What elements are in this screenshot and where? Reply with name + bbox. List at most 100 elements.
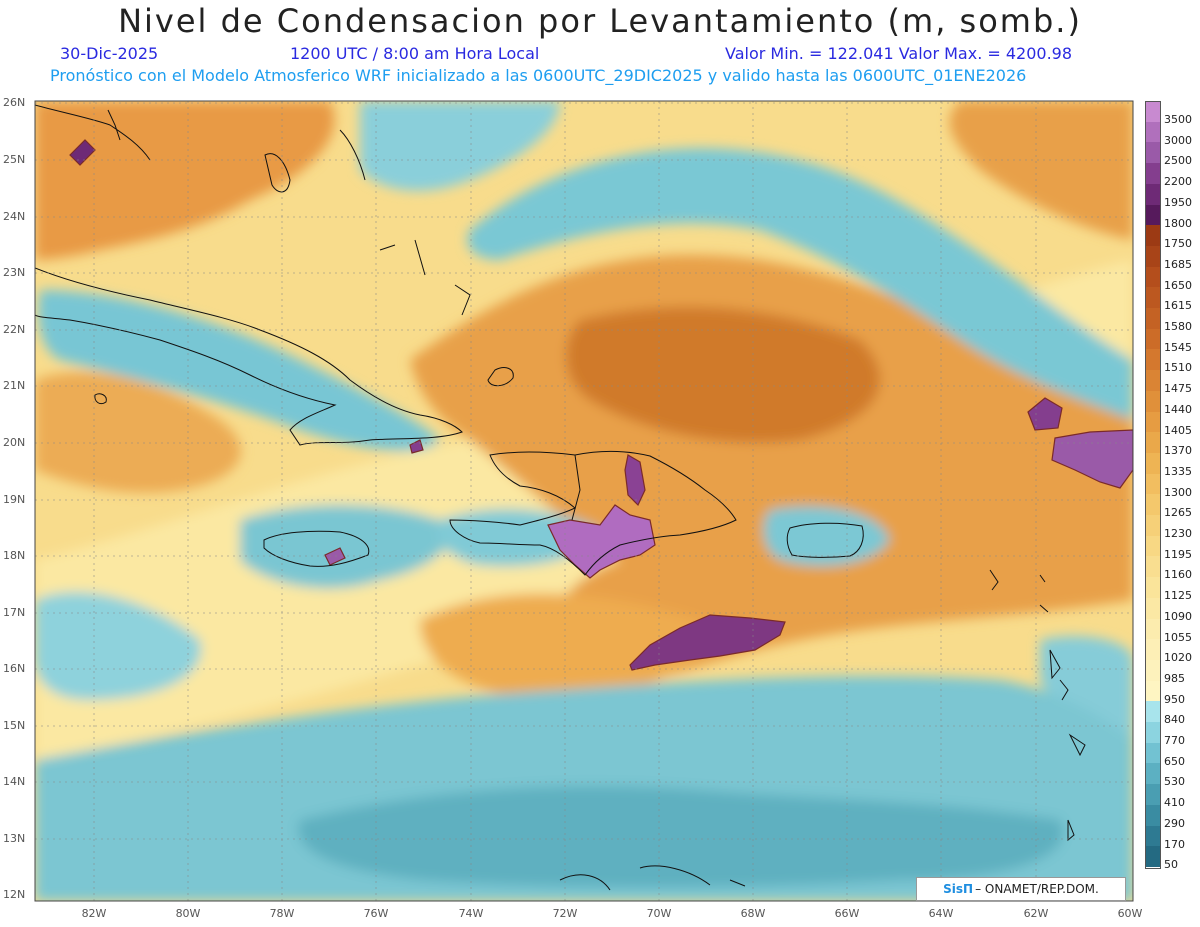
colorbar-swatch	[1145, 225, 1160, 247]
colorbar-label: 840	[1164, 713, 1185, 727]
lower-lcl-bahamas	[360, 101, 560, 191]
colorbar-swatch	[1145, 784, 1160, 806]
colorbar-swatch	[1145, 390, 1160, 412]
colorbar-swatch	[1145, 680, 1160, 702]
lat-label: 22N	[3, 323, 26, 336]
colorbar-swatch	[1145, 328, 1160, 350]
colorbar-label: 170	[1164, 837, 1185, 851]
lon-label: 60W	[1117, 907, 1143, 920]
colorbar-label: 1950	[1164, 195, 1192, 209]
colorbar-label: 1580	[1164, 320, 1192, 333]
lon-label: 62W	[1023, 907, 1049, 920]
colorbar-swatch	[1145, 577, 1160, 599]
colorbar-swatch	[1145, 515, 1160, 536]
highest-lcl-central-hispaniola	[624, 454, 646, 507]
model-subtitle: Pronóstico con el Modelo Atmosferico WRF…	[50, 66, 1027, 85]
value-range: Valor Min. = 122.041 Valor Max. = 4200.9…	[725, 44, 1073, 63]
lower-lcl-jamaica	[240, 505, 451, 589]
colorbar-swatch	[1145, 742, 1160, 764]
map-title: Nivel de Condensacion por Levantamiento …	[118, 2, 1082, 40]
map-frame	[34, 100, 1134, 902]
lat-label: 26N	[3, 96, 26, 109]
colorbar-label: 1265	[1164, 506, 1192, 520]
colorbar-swatch	[1145, 825, 1160, 847]
colorbar-label: 1615	[1164, 299, 1192, 313]
colorbar-swatch	[1145, 597, 1160, 619]
lat-label: 16N	[3, 662, 26, 675]
lon-label: 72W	[552, 907, 578, 920]
colorbar-swatch	[1145, 556, 1160, 578]
highest-lcl-east-b	[1027, 397, 1063, 431]
colorbar-swatch	[1145, 701, 1160, 723]
colorbar-label: 1300	[1164, 485, 1192, 499]
high-lcl-northeast	[949, 101, 1133, 240]
highest-lcl-east-a	[1051, 429, 1133, 489]
colorbar-swatch	[1145, 411, 1160, 433]
colorbar-label: 950	[1164, 692, 1185, 706]
high-lcl-west	[35, 372, 241, 493]
coastline-florida	[35, 104, 151, 161]
lon-label: 66W	[834, 907, 860, 920]
forecast-date: 30-Dic-2025	[60, 44, 159, 63]
colorbar-swatch	[1145, 432, 1160, 454]
colorbar-label: 770	[1164, 734, 1185, 747]
coastline-cuba	[35, 267, 463, 446]
colorbar-label: 1230	[1164, 527, 1192, 540]
colorbar-swatch	[1145, 101, 1160, 122]
colorbar-label: 985	[1164, 671, 1185, 685]
colorbar-label: 410	[1164, 796, 1185, 810]
coastline-isla-juventud	[94, 393, 107, 405]
forecast-time: 1200 UTC / 8:00 am Hora Local	[290, 44, 540, 63]
colorbar-swatch	[1145, 349, 1160, 371]
highest-lcl-florida	[69, 139, 96, 166]
colorbar-swatch	[1145, 183, 1160, 205]
colorbar-label: 1370	[1164, 444, 1192, 458]
colorbar-swatch	[1145, 287, 1160, 309]
lat-label: 13N	[3, 832, 26, 845]
colorbar-swatch	[1145, 804, 1160, 826]
credit-box: SisΠ – ONAMET/REP.DOM.	[916, 877, 1126, 901]
colorbar-swatch	[1145, 266, 1160, 288]
colorbar-label: 1125	[1164, 589, 1192, 603]
highest-lcl-caribbean-sea	[629, 614, 786, 671]
lat-label: 25N	[3, 153, 26, 166]
colorbar-label: 1510	[1164, 361, 1192, 375]
colorbar-label: 3500	[1164, 113, 1192, 126]
lon-label: 76W	[363, 907, 389, 920]
colorbar-swatch	[1145, 639, 1160, 661]
coastline-bahamas	[264, 129, 514, 387]
colorbar-label: 530	[1164, 775, 1185, 789]
lower-lcl-north-band	[467, 148, 1133, 421]
sispi-logo: SisΠ	[943, 882, 974, 896]
colorbar-swatch	[1145, 204, 1160, 226]
colorbar-swatch	[1145, 370, 1160, 392]
lon-label: 82W	[81, 907, 107, 920]
colorbar-swatch	[1145, 535, 1160, 557]
high-lcl-northwest	[35, 101, 335, 260]
lat-label: 15N	[3, 719, 26, 732]
colorbar-label: 2200	[1164, 175, 1192, 189]
lat-label: 14N	[3, 775, 26, 788]
coastline-hispaniola	[449, 450, 737, 576]
colorbar-label: 1160	[1164, 568, 1192, 582]
lat-label: 19N	[3, 493, 26, 506]
lon-label: 74W	[458, 907, 484, 920]
colorbar-swatch	[1145, 494, 1160, 516]
lower-lcl-puerto-rico	[763, 506, 890, 566]
colorbar-swatch	[1145, 846, 1160, 868]
colorbar-label: 1545	[1164, 340, 1192, 354]
lat-label: 12N	[3, 888, 26, 901]
lon-label: 80W	[175, 907, 201, 920]
lon-label: 78W	[269, 907, 295, 920]
colorbar-label: 1440	[1164, 402, 1192, 416]
colorbar-label: 50	[1164, 858, 1178, 872]
highest-lcl-jamaica	[324, 547, 346, 566]
colorbar-label: 1195	[1164, 547, 1192, 561]
lat-label: 24N	[3, 210, 26, 223]
lon-label: 64W	[928, 907, 954, 920]
colorbar-swatch	[1145, 452, 1160, 474]
lowest-lcl-caribbean	[298, 786, 1064, 888]
colorbar-swatch	[1145, 659, 1160, 681]
colorbar-label: 290	[1164, 816, 1185, 830]
